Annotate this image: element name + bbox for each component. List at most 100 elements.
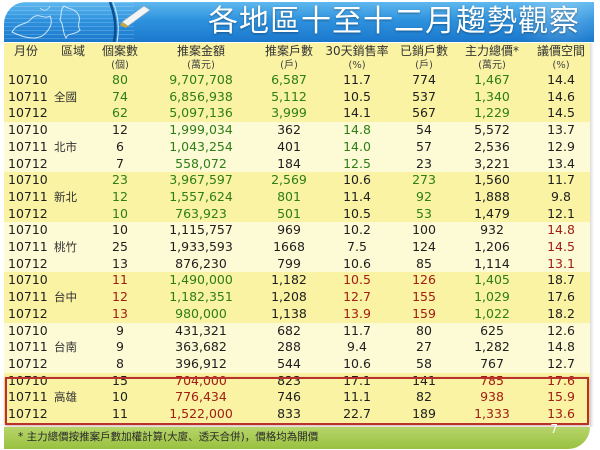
cell-amount: 776,434	[142, 389, 260, 407]
cell-rate30: 11.1	[318, 389, 396, 407]
cell-rate30: 11.4	[318, 188, 396, 206]
table-row: 10711 桃竹 25 1,933,593 1668 7.5 124 1,206…	[4, 239, 590, 256]
cell-sold: 27	[396, 339, 452, 356]
cell-price: 1,479	[452, 205, 532, 223]
cell-rate30: 10.5	[318, 88, 396, 106]
table-row: 10710 23 3,967,597 2,569 10.6 273 1,560 …	[4, 172, 590, 189]
table-row: 10711 全國 74 6,856,938 5,112 10.5 537 1,3…	[4, 88, 590, 106]
cell-region	[48, 305, 98, 323]
header-row: 月份 區域 個案數 推案金額 推案戶數 30天銷售率 已銷戶數 主力總價* 議價…	[4, 43, 590, 59]
cell-amount: 363,682	[142, 339, 260, 356]
cell-rate30: 10.6	[318, 255, 396, 273]
cell-units: 544	[260, 355, 318, 373]
cell-month: 10712	[4, 205, 48, 223]
cell-cases: 6	[98, 138, 142, 156]
header-price: 主力總價*	[464, 44, 519, 58]
cell-cases: 10	[98, 389, 142, 407]
cell-price: 767	[452, 355, 532, 373]
table-row: 10710 9 431,321 682 11.7 80 625 12.6	[4, 322, 590, 340]
cell-rate30: 14.1	[318, 105, 396, 123]
cell-units: 362	[260, 122, 318, 139]
table-shadow	[590, 43, 594, 427]
footnote-text: * 主力總價按推案戶數加權計算(大廈、透天合併)，價格均為開價	[18, 431, 319, 443]
cell-cases: 9	[98, 339, 142, 356]
cell-region: 新北	[48, 188, 98, 206]
table-row: 10712 62 5,097,136 3,999 14.1 567 1,229 …	[4, 105, 590, 123]
cell-units: 833	[260, 406, 318, 423]
cell-rate30: 10.5	[318, 272, 396, 290]
cell-month: 10712	[4, 406, 48, 423]
cell-bargain: 14.8	[532, 222, 590, 240]
cell-bargain: 12.1	[532, 205, 590, 223]
cell-month: 10712	[4, 305, 48, 323]
cell-bargain: 13.7	[532, 122, 590, 139]
cell-rate30: 14.0	[318, 138, 396, 156]
cell-month: 10712	[4, 255, 48, 273]
cell-month: 10711	[4, 339, 48, 356]
unit-month	[4, 59, 48, 72]
cell-region	[48, 172, 98, 189]
cell-month: 10710	[4, 222, 48, 240]
cell-bargain: 11.7	[532, 172, 590, 189]
banner-glow	[514, 2, 594, 42]
cell-units: 6,587	[260, 72, 318, 89]
map-outline-icon	[11, 5, 81, 40]
cell-sold: 85	[396, 255, 452, 273]
cell-month: 10710	[4, 272, 48, 290]
cell-month: 10712	[4, 155, 48, 173]
cell-month: 10710	[4, 72, 48, 89]
cell-amount: 1,115,757	[142, 222, 260, 240]
table-row: 10712 8 396,912 544 10.6 58 767 12.7	[4, 355, 590, 373]
cell-price: 1,467	[452, 72, 532, 89]
cell-bargain: 17.6	[532, 289, 590, 306]
title-banner: 各地區十至十二月趨勢觀察	[4, 2, 594, 42]
table-row: 10711 北市 6 1,043,254 401 14.0 57 2,536 1…	[4, 138, 590, 156]
cell-sold: 537	[396, 88, 452, 106]
cell-bargain: 18.2	[532, 305, 590, 323]
cell-region: 北市	[48, 138, 98, 156]
cell-bargain: 18.7	[532, 272, 590, 290]
cell-units: 5,112	[260, 88, 318, 106]
cell-bargain: 15.9	[532, 389, 590, 407]
cell-sold: 92	[396, 188, 452, 206]
cell-cases: 23	[98, 172, 142, 189]
cell-bargain: 14.5	[532, 105, 590, 123]
cell-amount: 1,490,000	[142, 272, 260, 290]
cell-cases: 15	[98, 372, 142, 390]
cell-region	[48, 372, 98, 390]
cell-month: 10711	[4, 289, 48, 306]
cell-units: 288	[260, 339, 318, 356]
cell-units: 969	[260, 222, 318, 240]
table-row: 10710 15 704,000 823 17.1 141 785 17.6	[4, 372, 590, 390]
cell-units: 1,182	[260, 272, 318, 290]
cell-sold: 80	[396, 322, 452, 340]
cell-units: 3,999	[260, 105, 318, 123]
cell-month: 10710	[4, 322, 48, 340]
trend-table: 月份 區域 個案數 推案金額 推案戶數 30天銷售率 已銷戶數 主力總價* 議價…	[4, 43, 590, 423]
cell-amount: 1,522,000	[142, 406, 260, 423]
cell-month: 10710	[4, 372, 48, 390]
cell-units: 184	[260, 155, 318, 173]
cell-rate30: 17.1	[318, 372, 396, 390]
cell-cases: 11	[98, 272, 142, 290]
cell-region	[48, 406, 98, 423]
unit-price: (萬元)	[478, 60, 506, 71]
cell-region: 台南	[48, 339, 98, 356]
header-amount: 推案金額	[176, 44, 225, 58]
cell-bargain: 14.4	[532, 72, 590, 89]
cell-cases: 80	[98, 72, 142, 89]
cell-bargain: 13.4	[532, 155, 590, 173]
cell-price: 2,536	[452, 138, 532, 156]
header-cases: 個案數	[101, 44, 138, 58]
cell-region	[48, 155, 98, 173]
cell-region	[48, 105, 98, 123]
units-row: (個) (萬元) (戶) (%) (戶) (萬元) (%)	[4, 59, 590, 72]
cell-cases: 62	[98, 105, 142, 123]
cell-cases: 12	[98, 188, 142, 206]
cell-sold: 189	[396, 406, 452, 423]
cell-cases: 12	[98, 122, 142, 139]
cell-units: 501	[260, 205, 318, 223]
cell-region: 台中	[48, 289, 98, 306]
cell-sold: 23	[396, 155, 452, 173]
cell-price: 3,221	[452, 155, 532, 173]
